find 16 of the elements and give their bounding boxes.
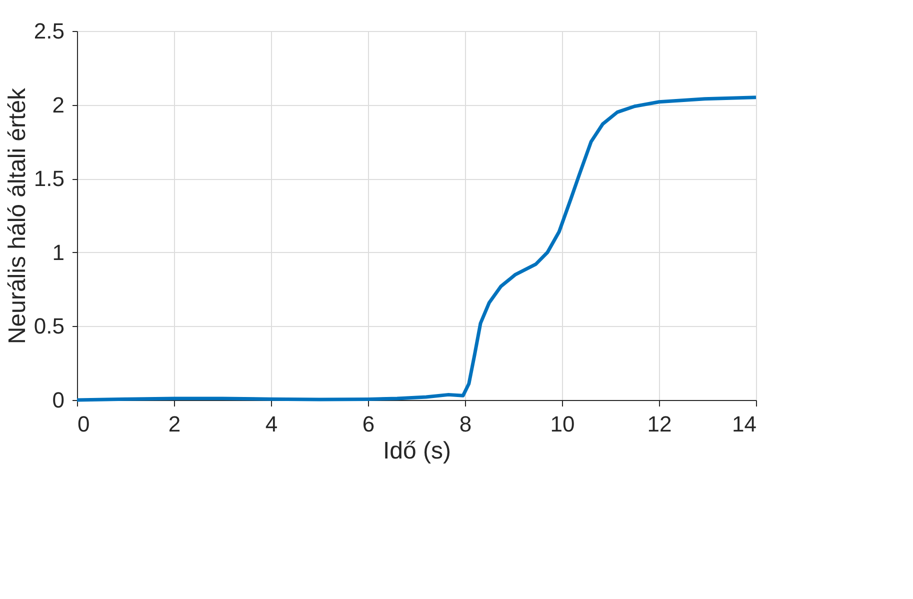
x-axis-title: Idő (s) — [382, 438, 452, 464]
x-tick-label: 10 — [550, 412, 575, 436]
y-tick-label: 1 — [52, 240, 64, 265]
y-tick-label: 2 — [52, 92, 64, 118]
y-tick-label: 2.5 — [34, 18, 64, 44]
x-tick-label: 12 — [647, 412, 672, 436]
y-tick-label: 0 — [52, 388, 64, 412]
x-tick-label: 8 — [459, 412, 472, 436]
y-tick-label: 1.5 — [34, 166, 64, 192]
x-tick-label: 14 — [732, 412, 756, 436]
x-tick-label: 2 — [168, 412, 181, 436]
y-tick-label: 0.5 — [34, 314, 64, 339]
y-axis-title: Neurális háló általi érték — [4, 86, 31, 344]
x-tick-label: 4 — [265, 412, 278, 436]
x-tick-label: 0 — [78, 412, 90, 436]
x-tick-label: 6 — [362, 412, 375, 436]
